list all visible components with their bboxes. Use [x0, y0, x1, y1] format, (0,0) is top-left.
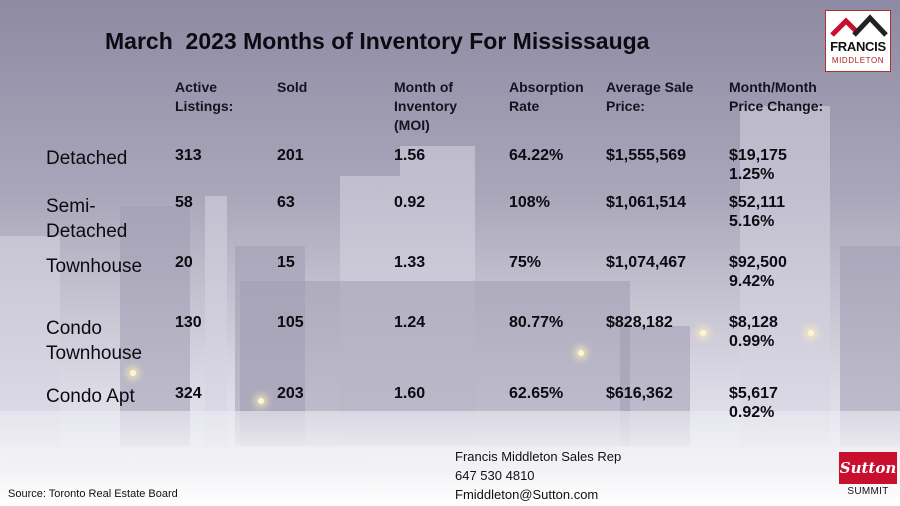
- cell-sold: 15: [277, 254, 295, 271]
- cell-price-change: $92,500 9.42%: [729, 254, 787, 290]
- cell-price-change: $8,128 0.99%: [729, 314, 778, 350]
- cell-sold: 203: [277, 385, 304, 402]
- sutton-summit-logo: Sutton SUMMIT: [839, 452, 897, 502]
- cell-avg-price: $616,362: [606, 385, 673, 402]
- cell-avg-price: $1,074,467: [606, 254, 687, 271]
- roof-icon: [830, 14, 888, 37]
- cell-avg-price: $1,555,569: [606, 147, 687, 164]
- header-price-change: Month/Month Price Change:: [729, 79, 824, 114]
- header-moi: Month of Inventory (MOI): [394, 79, 458, 133]
- row-label-detached: Detached: [46, 148, 128, 169]
- cell-absorption: 64.22%: [509, 147, 564, 164]
- cell-avg-price: $1,061,514: [606, 194, 687, 211]
- cell-price-change: $5,617 0.92%: [729, 385, 778, 421]
- header-average-sale-price: Average Sale Price:: [606, 79, 694, 114]
- cell-absorption: 80.77%: [509, 314, 564, 331]
- cell-moi: 1.33: [394, 254, 426, 271]
- cell-sold: 201: [277, 147, 304, 164]
- francis-middleton-logo: FRANCIS MIDDLETON: [825, 10, 891, 72]
- cell-price-change: $19,175 1.25%: [729, 147, 787, 183]
- row-label-townhouse: Townhouse: [46, 256, 143, 277]
- header-active-listings: Active Listings:: [175, 79, 234, 114]
- cell-moi: 1.60: [394, 385, 426, 402]
- cell-sold: 63: [277, 194, 295, 211]
- page-title: March 2023 Months of Inventory For Missi…: [105, 28, 650, 54]
- header-absorption-rate: Absorption Rate: [509, 79, 584, 114]
- cell-absorption: 75%: [509, 254, 542, 271]
- row-label-condo-townhouse: Condo Townhouse: [46, 318, 143, 364]
- contact-info: Francis Middleton Sales Rep 647 530 4810…: [455, 447, 621, 504]
- contact-name: Francis Middleton Sales Rep: [455, 449, 622, 464]
- cell-active: 324: [175, 385, 202, 402]
- cell-active: 130: [175, 314, 202, 331]
- cell-avg-price: $828,182: [606, 314, 673, 331]
- cell-absorption: 108%: [509, 194, 550, 211]
- cell-moi: 1.56: [394, 147, 426, 164]
- cell-absorption: 62.65%: [509, 385, 564, 402]
- cell-price-change: $52,111 5.16%: [729, 194, 786, 230]
- source-note: Source: Toronto Real Estate Board: [8, 488, 178, 500]
- row-label-condo-apt: Condo Apt: [46, 386, 135, 407]
- cell-moi: 1.24: [394, 314, 426, 331]
- cell-active: 20: [175, 254, 193, 271]
- cell-sold: 105: [277, 314, 304, 331]
- cell-moi: 0.92: [394, 194, 426, 211]
- cell-active: 58: [175, 194, 193, 211]
- contact-email: Fmiddleton@Sutton.com: [455, 487, 599, 502]
- contact-phone: 647 530 4810: [455, 468, 535, 483]
- cell-active: 313: [175, 147, 202, 164]
- header-sold: Sold: [277, 79, 308, 95]
- row-label-semi-detached: Semi- Detached: [46, 196, 128, 242]
